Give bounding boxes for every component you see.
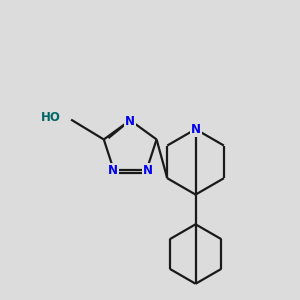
Text: N: N [142, 164, 152, 177]
Text: N: N [125, 115, 135, 128]
Text: N: N [190, 123, 201, 136]
Text: N: N [108, 164, 118, 177]
Text: HO: HO [41, 111, 61, 124]
